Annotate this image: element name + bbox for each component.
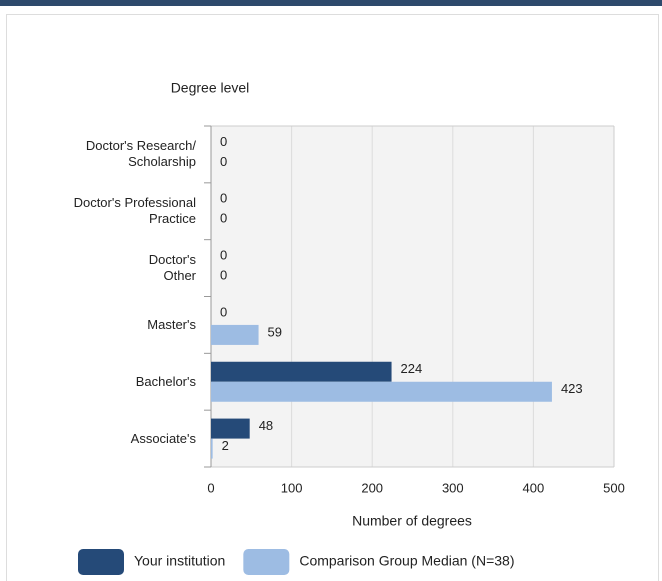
y-tick-label: Master's bbox=[147, 316, 196, 332]
y-tick-label: Doctor's Other bbox=[148, 252, 196, 284]
data-label: 48 bbox=[259, 418, 273, 433]
y-tick-label: Bachelor's bbox=[135, 373, 196, 389]
plot-area bbox=[211, 126, 614, 467]
x-tick-label: 300 bbox=[442, 480, 464, 495]
data-label: 224 bbox=[401, 361, 423, 376]
x-tick-label: 500 bbox=[603, 480, 625, 495]
bar bbox=[211, 361, 392, 382]
legend-label: Your institution bbox=[134, 553, 225, 569]
data-label: 0 bbox=[220, 304, 227, 319]
bar bbox=[211, 381, 552, 402]
x-axis-title: Number of degrees bbox=[352, 513, 472, 529]
x-tick-label: 0 bbox=[207, 480, 214, 495]
y-tick-label: Doctor's Research/ Scholarship bbox=[85, 138, 196, 170]
bar bbox=[211, 324, 259, 345]
bar bbox=[211, 438, 213, 459]
x-tick-label: 100 bbox=[281, 480, 303, 495]
legend-label: Comparison Group Median (N=38) bbox=[299, 553, 514, 569]
data-label: 0 bbox=[220, 154, 227, 169]
data-label: 0 bbox=[220, 248, 227, 263]
y-tick-label: Associate's bbox=[130, 430, 196, 446]
legend-swatch bbox=[78, 549, 124, 575]
data-label: 0 bbox=[220, 134, 227, 149]
y-tick-label: Doctor's Professional Practice bbox=[73, 195, 196, 227]
data-label: 0 bbox=[220, 268, 227, 283]
data-label: 423 bbox=[561, 381, 583, 396]
bar bbox=[211, 418, 250, 439]
data-label: 2 bbox=[222, 438, 229, 453]
legend-swatch bbox=[243, 549, 290, 575]
data-label: 0 bbox=[220, 191, 227, 206]
x-tick-label: 200 bbox=[361, 480, 383, 495]
data-label: 59 bbox=[268, 324, 282, 339]
x-tick-label: 400 bbox=[523, 480, 545, 495]
top-bar bbox=[0, 0, 662, 6]
data-label: 0 bbox=[220, 211, 227, 226]
y-axis-title: Degree level bbox=[171, 80, 250, 96]
